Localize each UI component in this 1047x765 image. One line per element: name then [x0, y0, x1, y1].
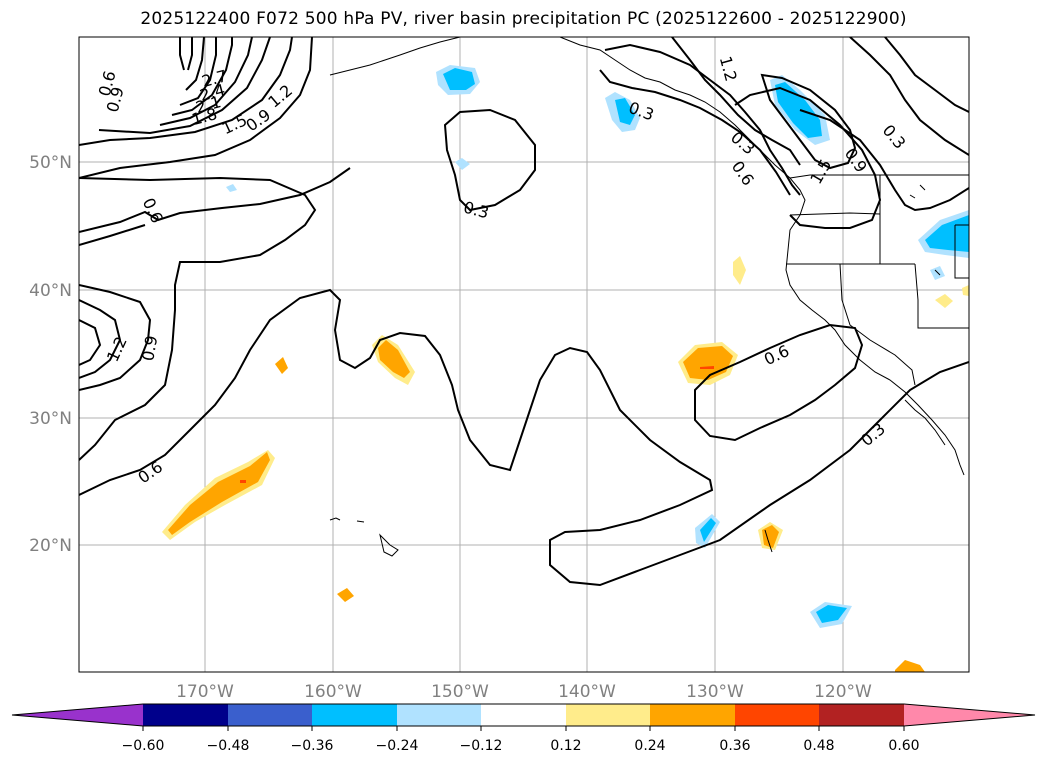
colorbar-segment: [143, 704, 228, 726]
colorbar-tick-label: −0.48: [207, 738, 250, 754]
lon-tick-label: 170°W: [176, 682, 234, 702]
colorbar-segment: [12, 704, 143, 726]
colorbar-segment: [819, 704, 904, 726]
colorbar-segment: [566, 704, 650, 726]
colorbar-tick-label: −0.12: [460, 738, 503, 754]
precip-positive-areas: [162, 256, 969, 672]
colorbar-tick-label: −0.60: [122, 738, 165, 754]
lon-tick-label: 120°W: [814, 682, 872, 702]
colorbar-segment: [397, 704, 481, 726]
colorbar-segment: [228, 704, 312, 726]
pv-contours: [79, 37, 969, 587]
colorbar-segment: [312, 704, 397, 726]
colorbar: −0.60 −0.48 −0.36 −0.24 −0.12 0.12 0.24 …: [11, 703, 1036, 754]
colorbar-segment: [650, 704, 735, 726]
colorbar-tick-label: −0.36: [291, 738, 334, 754]
lat-tick-label: 20°N: [29, 536, 72, 556]
map-frame: [78, 36, 970, 673]
colorbar-tick-label: 0.24: [634, 738, 665, 754]
colorbar-tick-label: 0.48: [803, 738, 834, 754]
lat-axis: 50°N 40°N 30°N 20°N: [29, 153, 72, 556]
lon-tick-label: 140°W: [558, 682, 616, 702]
colorbar-tick-label: 0.36: [719, 738, 750, 754]
lat-tick-label: 30°N: [29, 409, 72, 429]
contour-label: 0.9: [138, 334, 161, 362]
colorbar-segment: [735, 704, 819, 726]
lon-tick-label: 160°W: [304, 682, 362, 702]
colorbar-segment: [481, 704, 566, 726]
lon-tick-label: 150°W: [431, 682, 489, 702]
lon-tick-label: 130°W: [686, 682, 744, 702]
map-title: 2025122400 F072 500 hPa PV, river basin …: [140, 9, 907, 29]
colorbar-tick-label: 0.60: [888, 738, 919, 754]
colorbar-tick-label: −0.24: [376, 738, 419, 754]
lat-tick-label: 50°N: [29, 153, 72, 173]
colorbar-tick-label: 0.12: [550, 738, 581, 754]
coastlines: [329, 37, 969, 557]
lon-axis: 170°W 160°W 150°W 140°W 130°W 120°W: [176, 682, 872, 702]
colorbar-segment: [904, 704, 1035, 726]
lat-tick-label: 40°N: [29, 281, 72, 301]
